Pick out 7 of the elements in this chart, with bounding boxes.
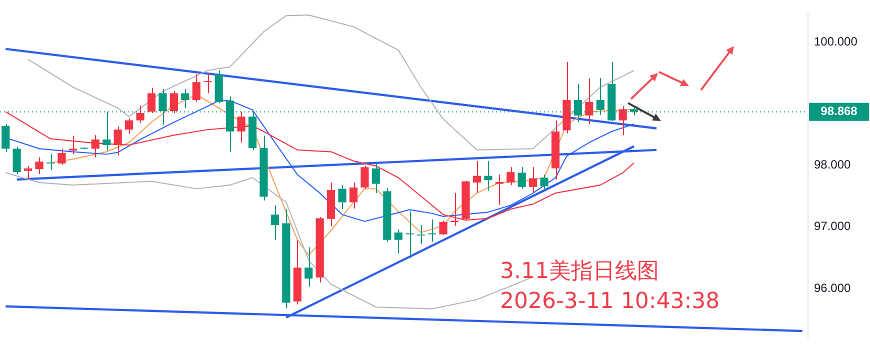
annotation: 3.11美指日线图 xyxy=(500,259,659,284)
y-tick-label: 96.000 xyxy=(814,280,852,295)
annotation: 2026-3-11 10:43:38 xyxy=(500,289,720,314)
y-tick-label: 100.000 xyxy=(814,34,858,48)
ref-line-label: 98.868 xyxy=(820,104,858,118)
y-tick-label: 98.000 xyxy=(814,158,852,172)
y-tick-label: 97.000 xyxy=(814,219,852,234)
